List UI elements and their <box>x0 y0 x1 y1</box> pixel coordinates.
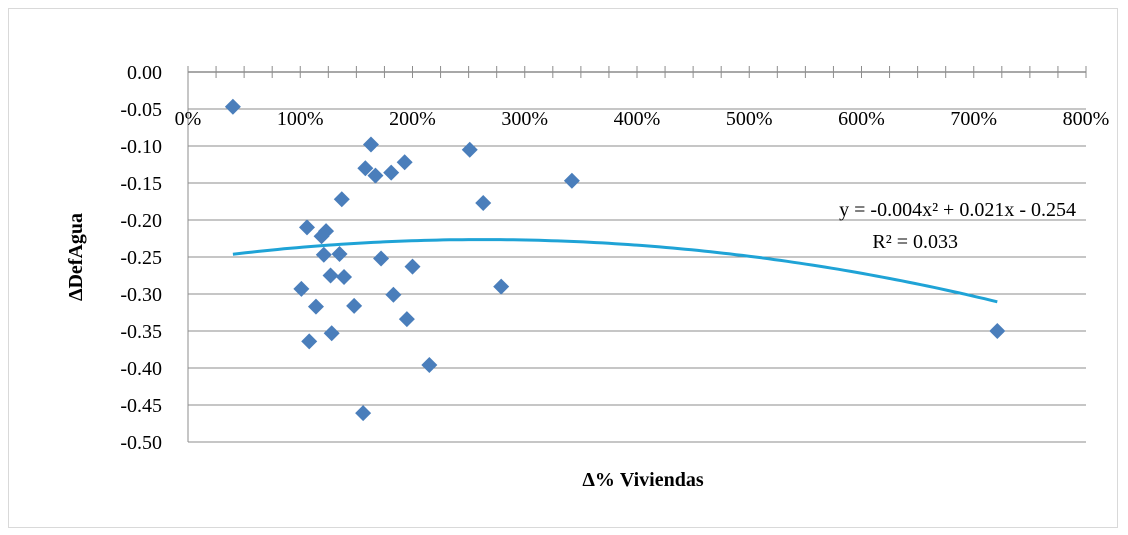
y-tick-label: -0.40 <box>120 358 162 380</box>
data-point <box>373 250 390 267</box>
x-tick-label: 400% <box>614 108 661 130</box>
data-point <box>336 268 353 285</box>
x-axis-tick-labels: 0% 100% 200% 300% 400% 500% 600% 700% 800% <box>175 108 1110 130</box>
data-point <box>404 258 421 275</box>
y-tick-label: -0.20 <box>120 210 162 232</box>
trendline-equation: y = -0.004x² + 0.021x - 0.254 <box>839 199 1076 221</box>
y-tick-label: -0.35 <box>120 321 162 343</box>
x-tick-label: 300% <box>501 108 548 130</box>
x-tick-label: 700% <box>950 108 997 130</box>
r-squared-label: R² = 0.033 <box>872 231 958 253</box>
chart-area <box>8 8 1118 528</box>
data-point <box>333 191 350 208</box>
x-axis <box>187 66 1087 78</box>
y-tick-label: -0.50 <box>120 432 162 454</box>
trendline <box>232 238 998 304</box>
data-point <box>298 219 315 236</box>
data-point <box>493 278 510 295</box>
data-point <box>357 160 374 177</box>
data-point <box>323 325 340 342</box>
data-point <box>367 167 384 184</box>
data-point <box>362 136 379 153</box>
data-point <box>301 333 318 350</box>
x-tick-label: 200% <box>389 108 436 130</box>
data-point <box>355 405 372 422</box>
data-point <box>398 311 415 328</box>
x-tick-label: 500% <box>726 108 773 130</box>
data-point <box>331 246 348 263</box>
x-tick-label: 600% <box>838 108 885 130</box>
data-point <box>396 154 413 171</box>
data-point <box>307 298 324 315</box>
data-point <box>318 223 335 240</box>
data-point <box>293 280 310 297</box>
y-tick-label: -0.10 <box>120 136 162 158</box>
y-tick-label: 0.00 <box>127 62 162 84</box>
data-point <box>346 297 363 314</box>
y-tick-label: -0.45 <box>120 395 162 417</box>
data-point <box>385 286 402 303</box>
data-point <box>475 194 492 211</box>
y-tick-label: -0.25 <box>120 247 162 269</box>
data-point <box>563 172 580 189</box>
x-tick-label: 0% <box>175 108 202 130</box>
data-point <box>315 246 332 263</box>
data-point <box>383 164 400 181</box>
x-tick-label: 800% <box>1063 108 1110 130</box>
data-point <box>224 98 241 115</box>
data-points <box>224 98 1006 422</box>
x-tick-label: 100% <box>277 108 324 130</box>
data-point <box>989 323 1006 339</box>
y-axis-title: ΔDefAgua <box>65 213 87 301</box>
data-point <box>461 141 478 158</box>
data-point <box>421 357 438 374</box>
y-tick-label: -0.15 <box>120 173 162 195</box>
y-tick-label: -0.30 <box>120 284 162 306</box>
y-axis-tick-labels: 0.00 -0.05 -0.10 -0.15 -0.20 -0.25 -0.30 -0.35 -… <box>120 62 162 454</box>
data-point <box>322 267 339 284</box>
x-axis-title: Δ% Viviendas <box>582 469 703 491</box>
y-tick-label: -0.05 <box>120 99 162 121</box>
